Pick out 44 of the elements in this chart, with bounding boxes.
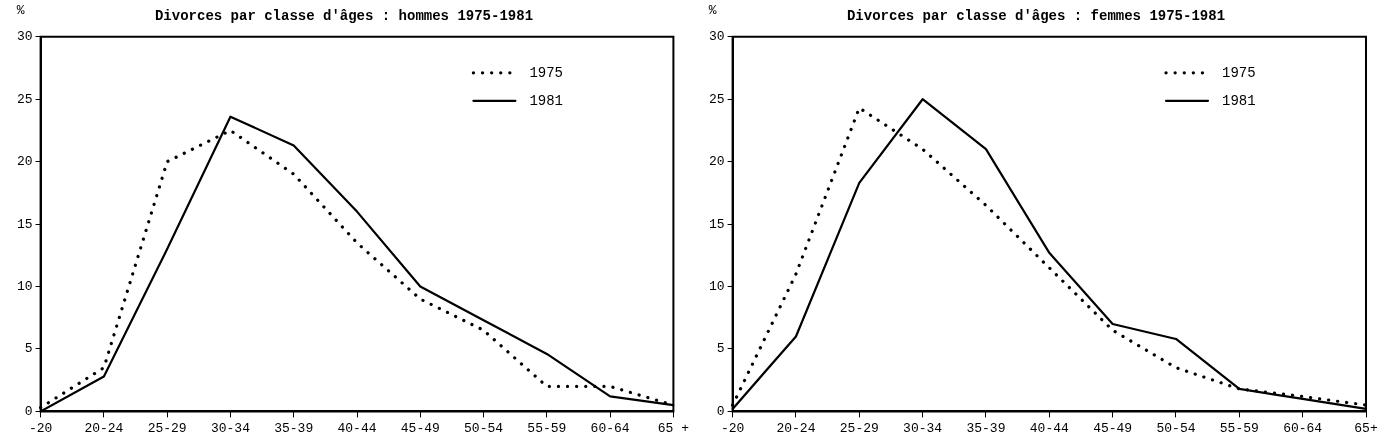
y-tick-label: 15	[16, 216, 33, 232]
y-axis-title: %	[16, 2, 25, 18]
legend-label: 1981	[529, 92, 564, 109]
x-tick-label: 25-29	[147, 420, 187, 436]
y-tick-label: 25	[708, 91, 725, 107]
legend-label: 1975	[529, 64, 564, 81]
y-axis-title: %	[708, 2, 717, 18]
x-tick-label: 50-54	[1156, 420, 1196, 436]
x-tick-label: -20	[720, 420, 745, 436]
x-tick-label: 20-24	[776, 420, 816, 436]
y-tick-label: 15	[708, 216, 725, 232]
x-tick-label: 65+	[1354, 420, 1378, 436]
y-tick-label: 30	[708, 29, 725, 45]
chart-title: Divorces par classe d'âges : femmes 1975-1981	[846, 7, 1226, 24]
y-tick-label: 30	[16, 29, 33, 45]
x-tick-label: 30-34	[210, 420, 251, 436]
legend-label: 1975	[1222, 64, 1256, 81]
y-tick-label: 5	[716, 341, 725, 357]
y-tick-label: 0	[24, 403, 33, 419]
legend-label: 1981	[1222, 92, 1256, 109]
x-tick-label: 45-49	[1093, 420, 1133, 436]
x-tick-label: 65 +	[657, 420, 690, 436]
x-tick-label: 55-59	[1219, 420, 1259, 436]
x-tick-label: 60-64	[1283, 420, 1323, 436]
x-tick-label: 60-64	[590, 420, 630, 436]
chart-title: Divorces par classe d'âges : hommes 1975-1981	[154, 7, 534, 24]
y-tick-label: 25	[16, 91, 33, 107]
y-tick-label: 10	[708, 278, 725, 294]
x-tick-label: -20	[28, 420, 53, 436]
y-tick-label: 5	[24, 341, 33, 357]
x-tick-label: 35-39	[966, 420, 1006, 436]
x-tick-label: 50-54	[464, 420, 504, 436]
y-tick-label: 10	[16, 278, 33, 294]
y-tick-label: 20	[708, 154, 725, 170]
x-tick-label: 35-39	[274, 420, 314, 436]
y-tick-label: 0	[716, 403, 725, 419]
x-tick-label: 40-44	[1029, 420, 1069, 436]
x-tick-label: 20-24	[84, 420, 124, 436]
x-tick-label: 45-49	[400, 420, 440, 436]
x-tick-label: 40-44	[337, 420, 377, 436]
y-tick-label: 20	[16, 154, 33, 170]
x-tick-label: 55-59	[527, 420, 567, 436]
x-tick-label: 25-29	[839, 420, 879, 436]
x-tick-label: 30-34	[903, 420, 943, 436]
